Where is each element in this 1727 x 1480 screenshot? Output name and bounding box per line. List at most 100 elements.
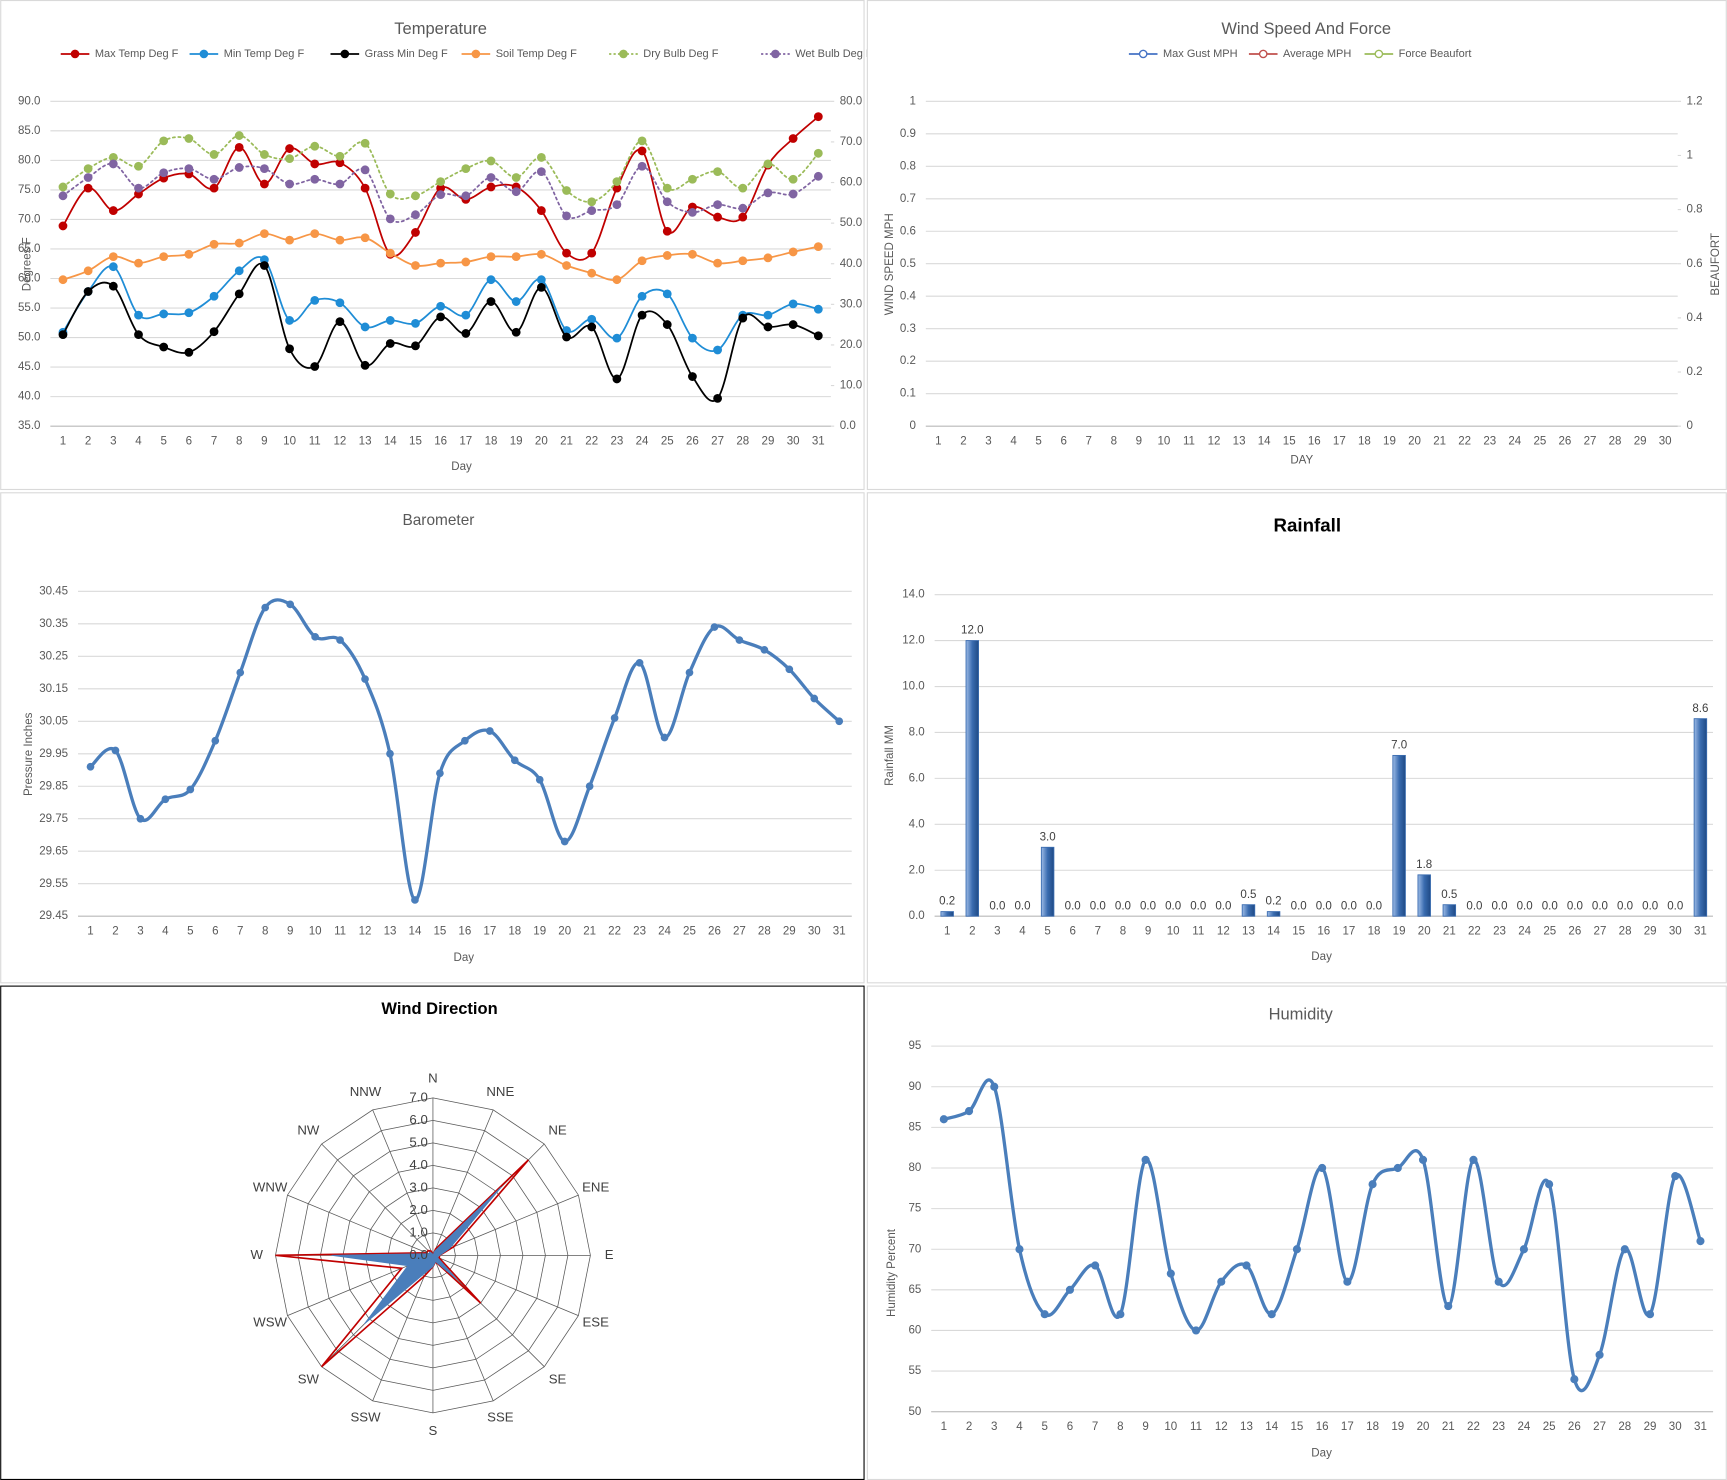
x-tick-label: 28 [1618,1421,1631,1433]
x-tick-label: 18 [1368,926,1381,938]
data-point [184,134,194,143]
data-point [108,252,118,262]
x-tick-label: 30 [1659,436,1672,448]
y-tick-label: 65.0 [18,243,40,255]
data-point [1318,1163,1327,1173]
data-point [184,164,194,174]
data-label: 12.0 [961,625,983,637]
x-tick-label: 4 [1016,1421,1023,1433]
y-tick-label: 90.0 [18,95,40,107]
y-tick-label: 0.9 [900,128,916,140]
series-line [942,1078,1703,1393]
y-tick-label: 40.0 [18,391,40,403]
data-point [83,266,93,276]
data-point [486,182,496,192]
data-point [385,339,395,348]
data-point [536,153,546,162]
x-tick-label: 10 [283,436,296,448]
data-point [510,756,519,765]
y2-tick-label: 50.0 [840,217,862,229]
data-label: 3.0 [1040,831,1056,843]
x-tick-label: 15 [1291,1421,1304,1433]
x-tick-label: 5 [1035,436,1041,448]
y-tick-label: 30.15 [39,683,68,695]
x-tick-label: 18 [485,436,498,448]
data-point [788,247,798,257]
x-tick-label: 13 [384,926,397,938]
x-tick-label: 22 [1468,926,1481,938]
x-tick-label: 3 [110,436,116,448]
data-point [486,252,496,262]
data-point [361,675,369,683]
x-tick-label: 7 [211,436,217,448]
legend-marker [771,49,780,59]
data-point [310,141,320,151]
chart-title: Barometer [402,512,474,529]
data-point [788,320,798,329]
category-label: ENE [582,1179,609,1194]
y-tick-label: 0.2 [900,355,916,367]
data-label: 0.0 [1165,900,1181,912]
x-tick-label: 6 [1067,1421,1073,1433]
x-tick-label: 13 [359,436,372,448]
category-label: S [429,1423,438,1438]
category-label: SSW [350,1410,381,1425]
x-tick-label: 26 [1568,1421,1581,1433]
data-point [209,327,219,337]
data-label: 0.0 [1190,900,1206,912]
y-tick-label: 0.5 [900,258,916,270]
data-point [713,345,723,355]
data-label: 0.0 [1090,900,1106,912]
x-tick-label: 9 [1136,436,1142,448]
data-point [713,258,723,268]
x-tick-label: 31 [833,926,846,938]
data-point [436,177,446,187]
x-tick-label: 25 [683,926,696,938]
data-point [83,164,93,174]
data-label: 0.0 [1642,900,1658,912]
x-tick-label: 26 [686,436,699,448]
data-point [1444,1302,1453,1311]
series-area [331,1186,502,1325]
chart-title: Wind Speed And Force [1221,20,1391,38]
y-tick-label: 90 [908,1081,921,1093]
r-tick-label: 5.0 [409,1134,427,1149]
data-point [286,600,295,609]
x-tick-label: 19 [1391,1421,1404,1433]
x-tick-label: 31 [1694,926,1707,938]
data-label: 0.0 [1517,900,1533,912]
data-point [562,332,571,342]
legend-marker [70,49,80,59]
x-tick-label: 16 [1316,1421,1329,1433]
x-tick-label: 3 [985,436,991,448]
y-tick-label: 29.45 [39,910,68,922]
x-tick-label: 15 [409,436,422,448]
x-tick-label: 3 [991,1421,997,1433]
x-tick-label: 8 [1111,436,1117,448]
data-point [587,206,597,215]
x-tick-label: 8 [1117,1421,1123,1433]
data-point [788,174,798,184]
data-point [335,151,345,161]
data-point [763,322,773,332]
data-point [562,248,571,258]
data-point [385,189,395,199]
y2-tick-label: 30.0 [840,298,862,310]
data-point [785,665,794,674]
x-tick-label: 11 [1183,436,1195,448]
data-point [536,206,546,215]
data-point [108,206,118,215]
x-tick-label: 15 [433,926,446,938]
y2-tick-label: 1 [1687,149,1693,161]
x-tick-label: 14 [1258,436,1271,448]
legend-marker [340,49,350,59]
data-point [161,795,170,804]
x-tick-label: 18 [508,926,521,938]
x-tick-label: 7 [1092,1421,1098,1433]
data-label: 0.5 [1240,889,1256,901]
data-label: 0.0 [1014,900,1030,912]
x-tick-label: 19 [1383,436,1396,448]
data-point [637,161,647,171]
x-tick-label: 17 [1333,436,1346,448]
data-point [310,229,320,239]
